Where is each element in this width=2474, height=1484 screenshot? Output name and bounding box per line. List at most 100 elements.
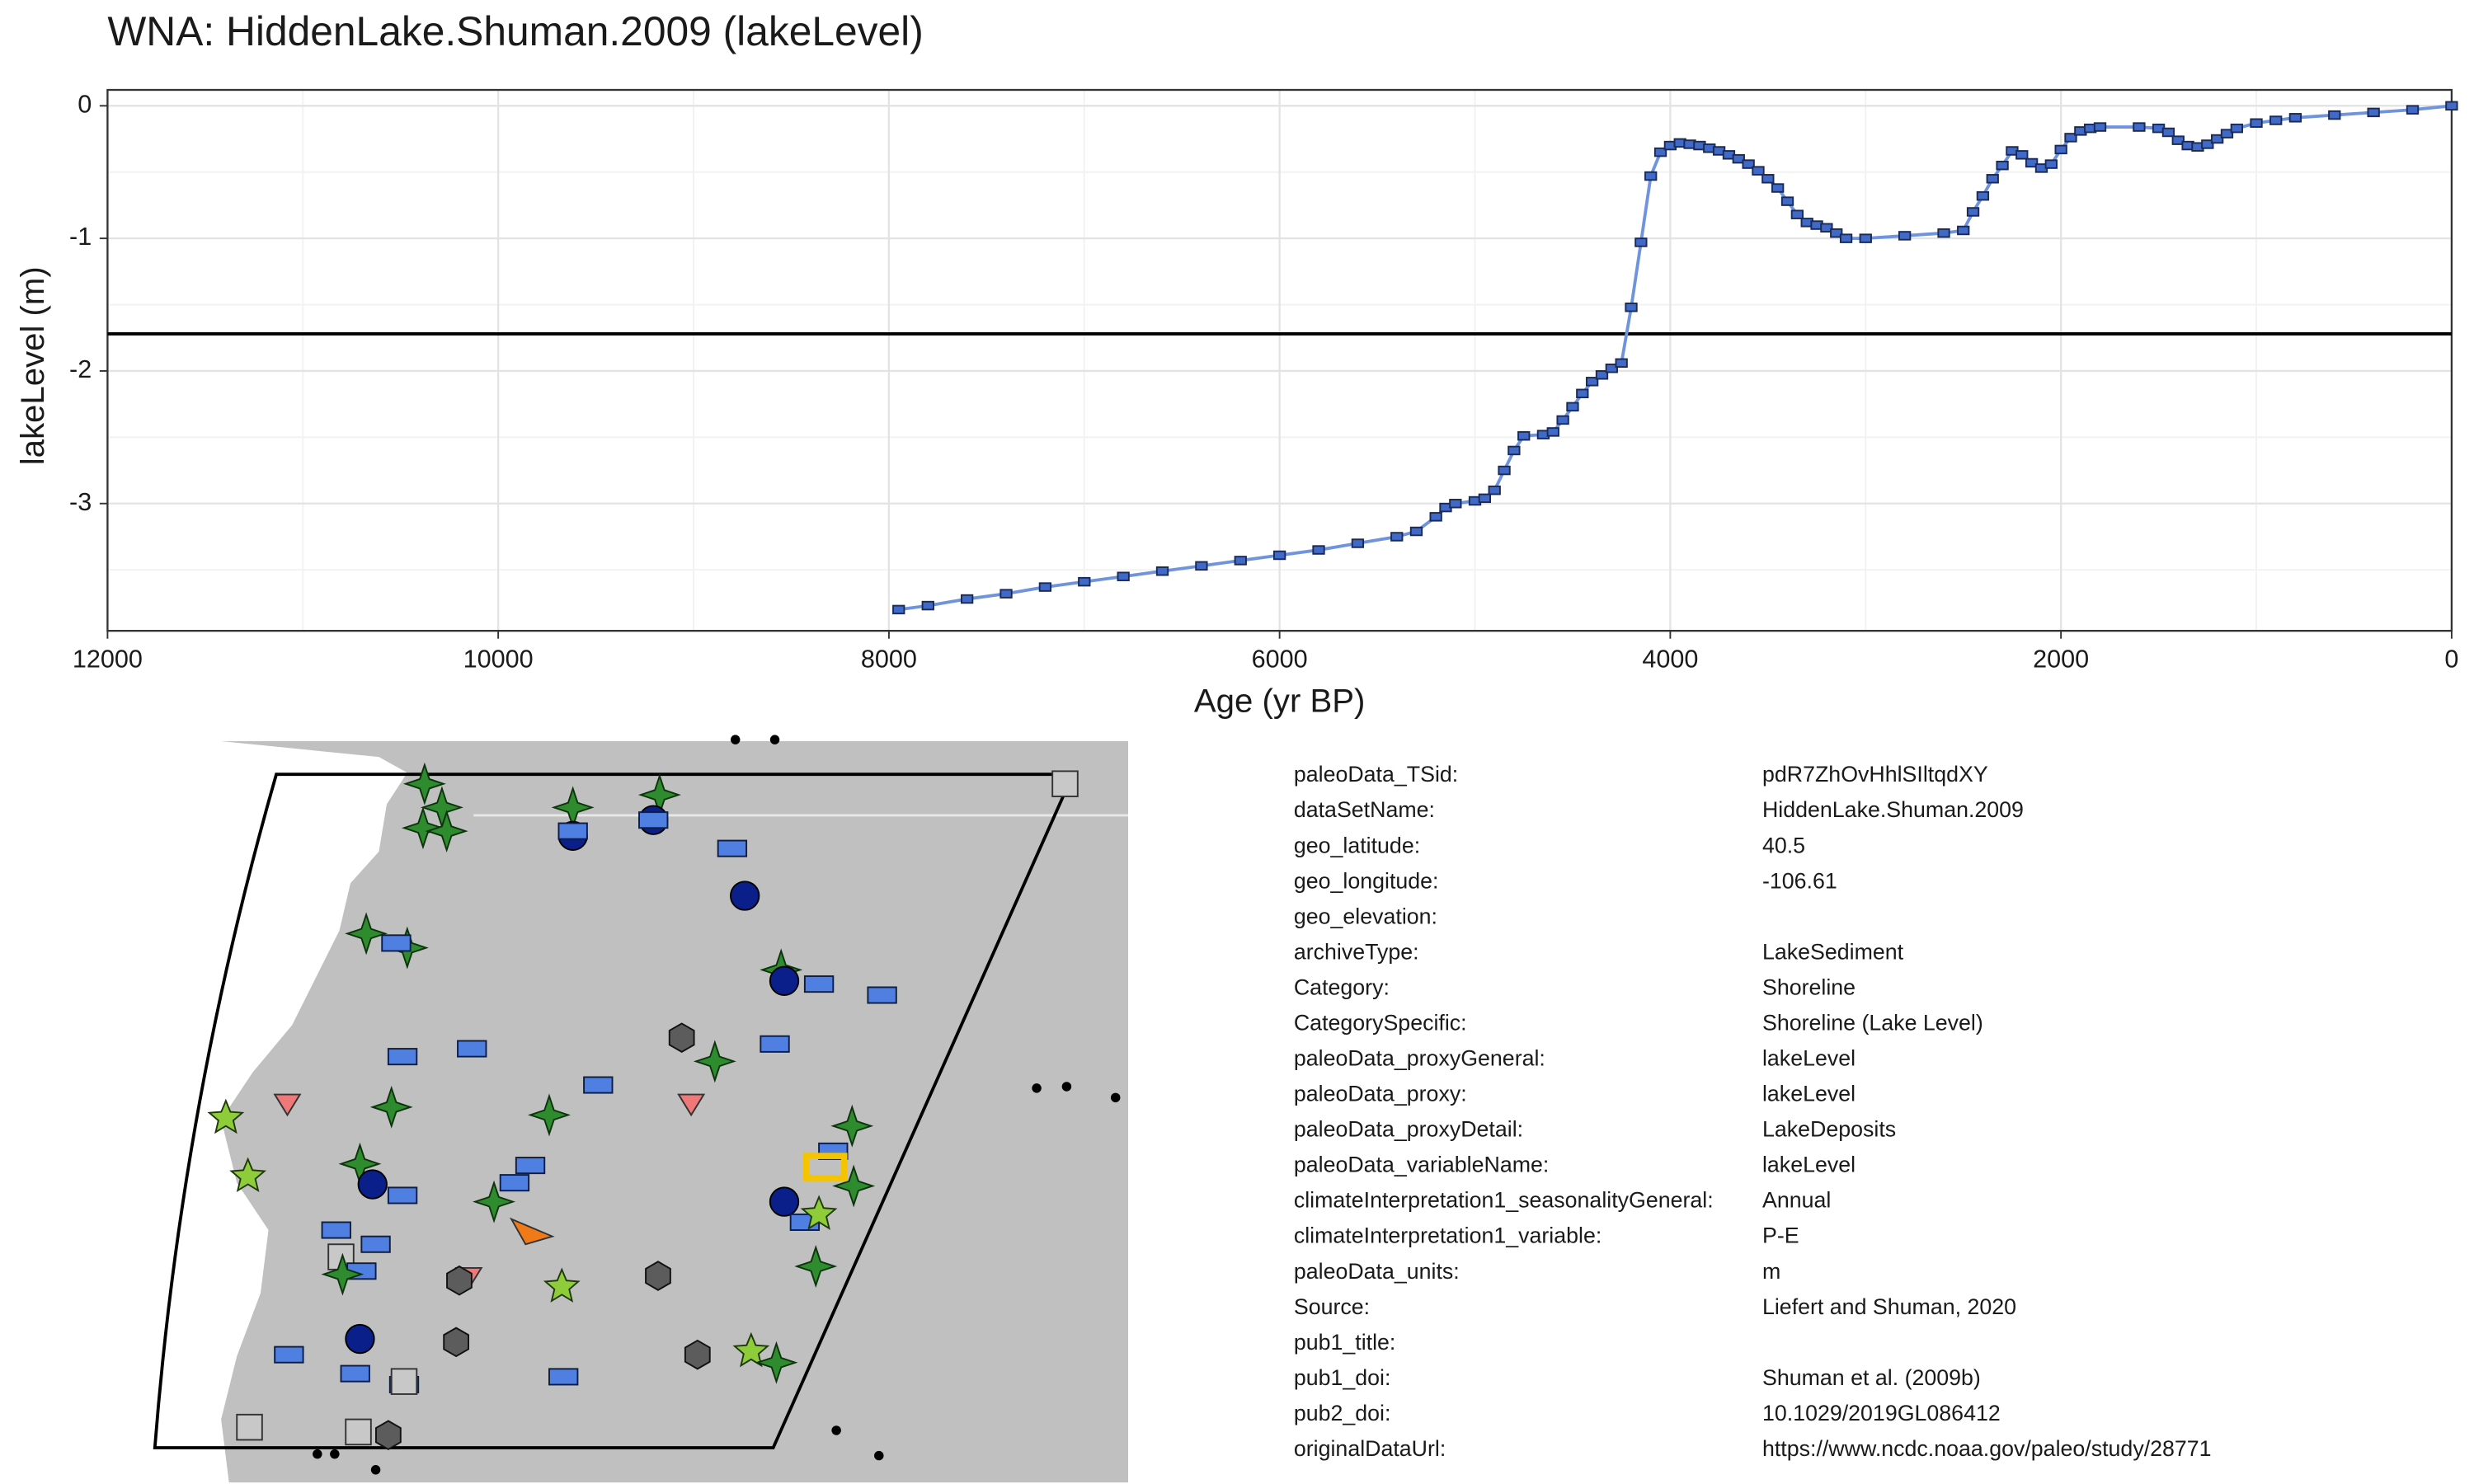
data-point (1585, 377, 1599, 387)
data-point (1546, 427, 1559, 437)
meta-value: Annual (1762, 1188, 1831, 1213)
site-map (153, 735, 1129, 1483)
data-point (2220, 129, 2234, 139)
data-point (1742, 159, 1755, 169)
site-marker (730, 735, 741, 744)
site-markers (207, 735, 1121, 1475)
data-point (1625, 303, 1638, 312)
data-point (2269, 115, 2283, 125)
data-point (1351, 538, 1365, 548)
meta-value: lakeLevel (1762, 1153, 1856, 1177)
meta-value: -106.61 (1762, 868, 1837, 893)
site-marker (794, 1245, 838, 1289)
site-marker (402, 762, 446, 805)
meta-value: Shoreline (Lake Level) (1762, 1010, 1983, 1035)
data-point (1634, 237, 1648, 247)
meta-key: paleoData_units: (1294, 1259, 1460, 1284)
site-marker (369, 1085, 413, 1129)
data-point (1272, 550, 1286, 561)
data-point (1195, 561, 1208, 571)
meta-key: geo_elevation: (1294, 904, 1437, 928)
meta-value: LakeDeposits (1762, 1117, 1896, 1142)
data-point (1976, 190, 1990, 201)
data-point (1771, 183, 1785, 193)
data-point (2161, 127, 2175, 138)
data-point (1986, 174, 1999, 184)
site-marker (668, 1022, 695, 1053)
site-marker (387, 1048, 418, 1066)
data-point (1498, 465, 1511, 476)
data-point (2445, 101, 2458, 111)
meta-value: m (1762, 1259, 1780, 1284)
site-marker (370, 1465, 381, 1475)
data-point (921, 600, 934, 611)
site-marker (313, 1449, 322, 1459)
site-marker (446, 1265, 473, 1296)
site-marker (390, 1368, 418, 1395)
data-point (999, 589, 1013, 599)
meta-value: lakeLevel (1762, 1082, 1856, 1106)
data-point (2015, 150, 2029, 160)
meta-key: climateInterpretation1_variable: (1294, 1223, 1602, 1248)
meta-key: paleoData_proxy: (1294, 1082, 1467, 1106)
site-marker (357, 1169, 388, 1200)
land (221, 741, 1129, 1483)
site-marker (830, 1104, 874, 1148)
meta-key: Source: (1294, 1294, 1370, 1319)
x-tick-label: 10000 (463, 646, 534, 674)
data-point (1996, 160, 2009, 171)
meta-value: Liefert and Shuman, 2020 (1762, 1294, 2016, 1319)
map-frame (153, 773, 1076, 1449)
site-marker (321, 1252, 365, 1296)
data-point (1966, 207, 1980, 217)
data-point (1839, 233, 1853, 243)
data-point (1449, 499, 1462, 509)
meta-key: originalDataUrl: (1294, 1436, 1446, 1461)
site-marker (583, 1076, 614, 1094)
data-point (1644, 171, 1658, 181)
site-marker (375, 1420, 402, 1451)
site-marker (548, 1368, 579, 1386)
data-point (2201, 139, 2214, 149)
data-point (892, 604, 905, 615)
x-tick-label: 4000 (1642, 646, 1698, 674)
data-point (1429, 512, 1442, 522)
meta-key: archiveType: (1294, 939, 1419, 964)
meta-key: climateInterpretation1_seasonalityGenera… (1294, 1188, 1714, 1213)
data-point (2406, 105, 2420, 115)
chart-title: WNA: HiddenLake.Shuman.2009 (lakeLevel) (107, 8, 923, 54)
data-point (2064, 133, 2077, 143)
data-point (1517, 431, 1531, 441)
data-point (2230, 123, 2243, 134)
meta-value: 10.1029/2019GL086412 (1762, 1401, 2001, 1425)
meta-key: geo_latitude: (1294, 833, 1420, 857)
meta-value: LakeSediment (1762, 939, 1904, 964)
meta-key: geo_longitude: (1294, 868, 1439, 893)
data-point (2288, 113, 2302, 123)
data-point (2250, 118, 2263, 128)
data-point (1830, 228, 1843, 238)
site-marker (693, 1040, 736, 1083)
site-marker (760, 1035, 790, 1053)
site-marker (345, 912, 388, 956)
x-tick-label: 6000 (1252, 646, 1308, 674)
data-point (1155, 566, 1169, 576)
site-marker (515, 1157, 546, 1175)
site-marker (832, 1164, 876, 1208)
data-point (1937, 228, 1950, 238)
x-tick-label: 0 (2444, 646, 2458, 674)
site-marker (730, 881, 760, 911)
site-marker (684, 1339, 711, 1370)
site-marker (381, 934, 412, 952)
meta-key: CategorySpecific: (1294, 1010, 1467, 1035)
data-point (1615, 358, 1628, 369)
meta-value: Shuman et al. (2009b) (1762, 1365, 1981, 1390)
y-axis-label: lakeLevel (m) (14, 266, 51, 465)
x-tick-label: 12000 (73, 646, 143, 674)
meta-key: pub1_title: (1294, 1330, 1396, 1355)
site-marker (803, 975, 835, 993)
meta-value: https://www.ncdc.noaa.gov/paleo/study/28… (1762, 1436, 2212, 1461)
site-marker (345, 1418, 372, 1446)
data-point (1078, 576, 1091, 587)
